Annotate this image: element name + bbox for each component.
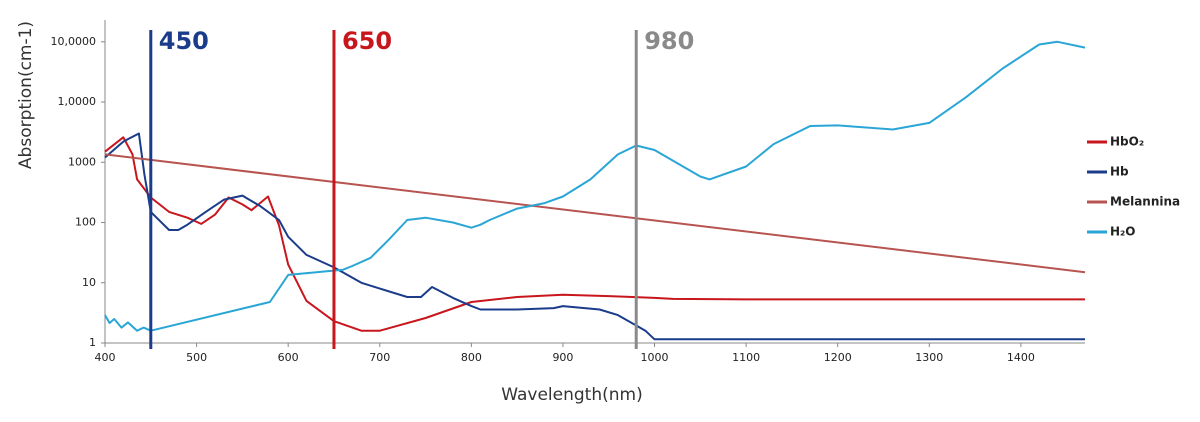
x-tick-label: 800 [461,351,482,364]
series-line [104,153,1086,274]
x-tick-label: 1400 [1007,351,1035,364]
legend-label: HbO₂ [1110,135,1144,149]
x-tick-label: 400 [95,351,116,364]
x-tick-label: 700 [369,351,390,364]
y-tick-label: 1 [89,336,96,349]
x-tick-label: 1000 [641,351,669,364]
legend-label: H₂O [1110,225,1136,239]
x-tick-label: 900 [552,351,573,364]
y-tick-label: 1000 [68,155,96,168]
x-tick-label: 600 [278,351,299,364]
x-tick-label: 500 [186,351,207,364]
series-line [104,136,1085,332]
legend-label: Melannina [1110,195,1180,209]
legend-label: Hb [1110,165,1129,179]
x-tick-label: 1300 [915,351,943,364]
x-tick-label: 1200 [824,351,852,364]
y-axis-title: Absorption(cm-1) [16,21,36,169]
y-tick-label: 10,0000 [51,35,97,48]
series-line [104,40,1086,332]
series-line [104,132,1085,341]
x-axis-title: Wavelength(nm) [501,385,642,405]
y-tick-label: 10 [82,276,96,289]
y-tick-label: 1,0000 [58,95,97,108]
marker-label: 450 [159,27,209,55]
marker-label: 650 [342,27,392,55]
y-tick-label: 100 [75,216,96,229]
x-tick-label: 1100 [732,351,760,364]
marker-label: 980 [644,27,694,55]
